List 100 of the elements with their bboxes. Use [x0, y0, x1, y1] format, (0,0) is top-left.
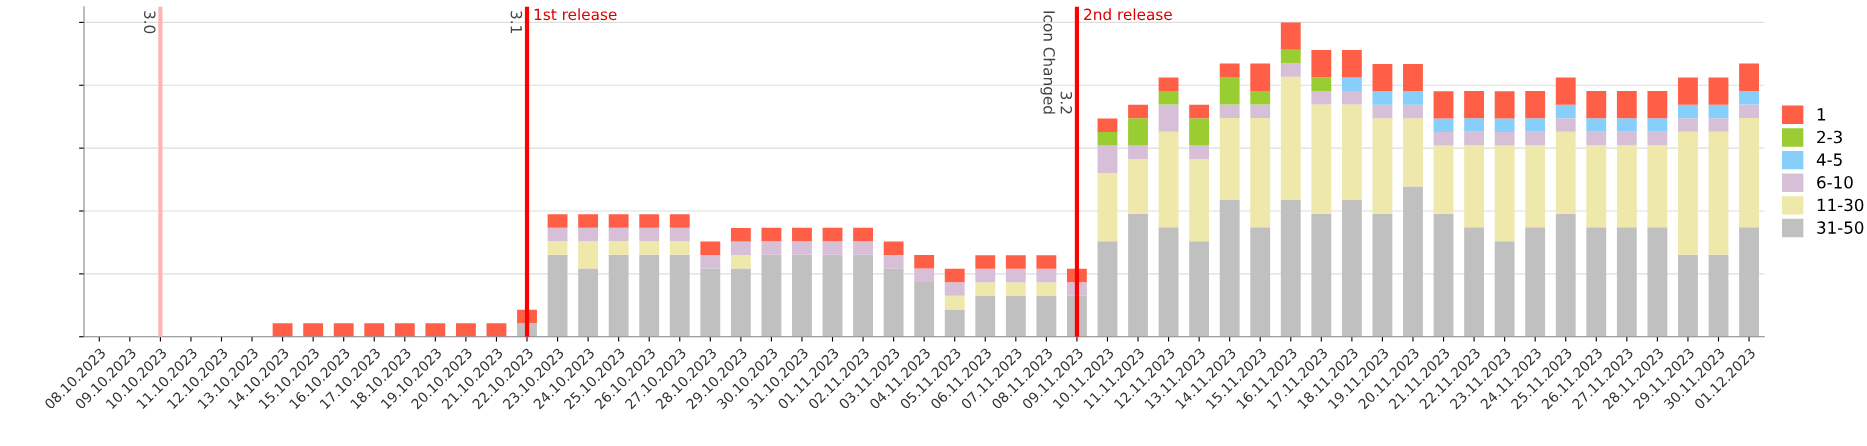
bar	[792, 254, 812, 337]
bar	[608, 214, 629, 228]
bar	[1647, 131, 1668, 146]
bar	[1341, 200, 1362, 337]
bar	[1097, 118, 1118, 133]
bar	[639, 214, 660, 228]
bar	[1189, 118, 1210, 146]
bar	[1739, 104, 1759, 118]
bar	[1708, 77, 1729, 105]
bar	[1219, 200, 1240, 337]
bar	[1189, 145, 1210, 160]
bar	[1036, 295, 1057, 337]
bar	[1158, 131, 1179, 228]
bar	[730, 268, 751, 337]
bar	[1005, 255, 1026, 269]
bar	[1219, 77, 1240, 105]
bar	[1311, 50, 1332, 78]
bar	[1739, 63, 1759, 91]
bar	[1005, 268, 1026, 283]
bar	[975, 295, 996, 337]
bar	[394, 323, 415, 337]
bar	[883, 255, 904, 269]
bar	[1678, 131, 1698, 255]
bar	[639, 241, 660, 255]
bar	[1128, 213, 1148, 337]
bar	[1341, 90, 1362, 105]
bar	[1525, 145, 1546, 228]
bar	[1555, 213, 1576, 337]
bar	[1128, 159, 1148, 214]
bar	[1189, 104, 1210, 119]
bar	[303, 323, 324, 337]
bar	[1250, 104, 1271, 118]
bar	[730, 227, 751, 242]
legend-label: 11-30	[1817, 198, 1864, 212]
bar	[1616, 118, 1637, 132]
bar	[1219, 104, 1240, 118]
bar	[1647, 145, 1668, 228]
bar	[853, 241, 873, 255]
bar	[1647, 90, 1668, 119]
bar	[944, 282, 965, 296]
bar	[1525, 131, 1546, 146]
bar	[1189, 241, 1210, 337]
bar	[883, 241, 904, 256]
bar	[333, 323, 354, 337]
bar	[547, 254, 568, 337]
bar	[1189, 159, 1210, 242]
bar	[1708, 131, 1729, 255]
bar	[669, 254, 690, 337]
bar	[761, 241, 782, 255]
bar	[1555, 104, 1576, 119]
bar	[1280, 63, 1301, 77]
bar	[1311, 77, 1332, 91]
bar	[1403, 63, 1423, 92]
bar	[1494, 145, 1515, 242]
bar	[1464, 145, 1485, 228]
ref-line-label: 3.0	[143, 11, 156, 34]
bar	[914, 282, 935, 337]
bar	[1494, 91, 1515, 119]
bar	[1311, 213, 1332, 337]
bar	[1341, 104, 1362, 200]
bar	[1280, 22, 1301, 50]
bar	[1250, 227, 1271, 337]
bar	[1678, 254, 1698, 337]
bar	[1036, 268, 1057, 283]
bar	[1494, 118, 1515, 133]
bar	[1555, 118, 1576, 132]
bar	[272, 323, 293, 337]
bar	[700, 241, 721, 256]
bar	[578, 214, 599, 228]
bar	[730, 255, 751, 269]
bar	[1678, 104, 1698, 119]
bar	[822, 254, 843, 337]
bar	[1403, 91, 1423, 105]
bar	[1708, 104, 1729, 119]
bar	[639, 227, 660, 242]
bar	[1372, 213, 1393, 337]
bar	[761, 254, 782, 337]
bar	[669, 227, 690, 242]
bar	[822, 227, 843, 242]
bar	[578, 268, 599, 337]
bar	[1464, 227, 1485, 337]
bar	[1128, 118, 1148, 146]
bar	[547, 214, 568, 228]
bar	[425, 323, 446, 337]
ref-line-label: 3.1	[510, 11, 523, 33]
bar	[975, 282, 996, 296]
bar	[1250, 90, 1271, 105]
bar	[1250, 117, 1271, 228]
bar	[1525, 227, 1546, 337]
bar	[1250, 63, 1271, 91]
bar	[700, 268, 721, 337]
bar	[608, 254, 629, 337]
bar	[1219, 117, 1240, 200]
bar	[1372, 118, 1393, 214]
bar	[1525, 90, 1546, 119]
bar	[1708, 254, 1729, 337]
bar	[1678, 118, 1698, 132]
bar	[792, 227, 812, 242]
bar	[1403, 186, 1423, 337]
bar	[1555, 131, 1576, 214]
